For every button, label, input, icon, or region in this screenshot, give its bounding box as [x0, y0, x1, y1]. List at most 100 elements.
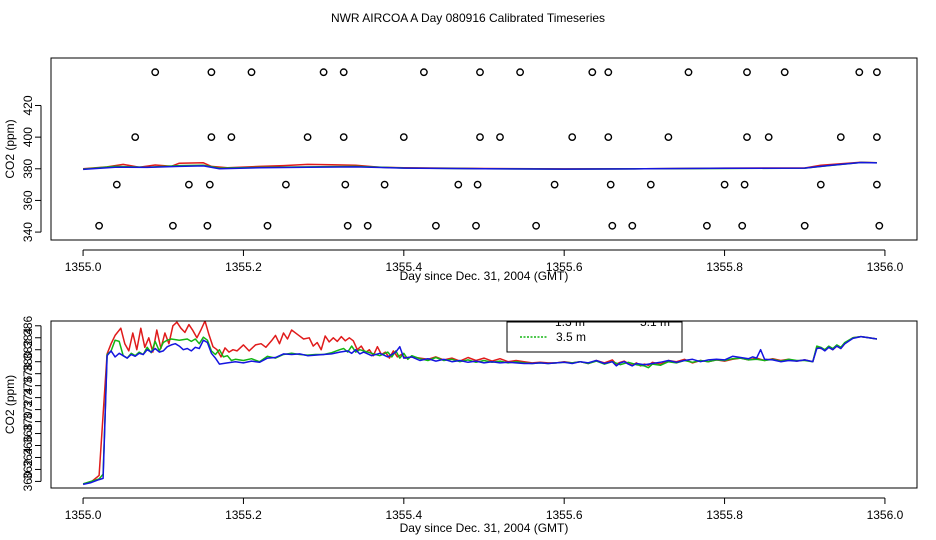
y-tick-label: 372: [21, 399, 35, 419]
x-tick-label: 1355.4: [385, 508, 422, 522]
marker-point: [516, 68, 524, 77]
marker-point: [873, 68, 881, 77]
marker-point: [205, 180, 214, 189]
x-axis-label: Day since Dec. 31, 2004 (GMT): [400, 521, 569, 535]
y-tick-label: 362: [21, 459, 35, 479]
marker-point: [95, 221, 104, 230]
marker-point: [568, 133, 577, 142]
marker-point: [646, 180, 655, 189]
x-tick-label: 1356.0: [867, 508, 904, 522]
plot-frame: [50, 57, 918, 241]
legend-box: [506, 321, 683, 353]
y-tick-label: 370: [21, 411, 35, 431]
marker-point: [454, 180, 463, 189]
y-tick-label: 366: [21, 435, 35, 455]
marker-point: [764, 133, 773, 142]
legend-label-clipped: 5.1 m: [640, 315, 670, 329]
marker-point: [664, 133, 673, 142]
marker-point: [419, 68, 428, 77]
marker-point: [319, 68, 328, 77]
figure-title: NWR AIRCOA A Day 080916 Calibrated Times…: [331, 11, 605, 25]
series-group: [82, 321, 878, 486]
marker-point: [720, 180, 729, 189]
y-tick-label: 378: [21, 363, 35, 383]
marker-point: [532, 221, 540, 230]
marker-point: [184, 180, 193, 189]
marker-point: [476, 68, 484, 77]
series-line-red: [82, 321, 878, 485]
x-tick-label: 1355.2: [225, 260, 262, 274]
marker-point: [780, 68, 789, 77]
y-tick-label: 360: [21, 471, 35, 491]
y-tick-label: 360: [21, 190, 35, 210]
marker-point: [476, 133, 484, 142]
y-tick-label: 364: [21, 447, 35, 467]
marker-point: [816, 180, 825, 189]
marker-point: [431, 221, 440, 230]
top-panel: 1355.0 1355.2 1355.4 1355.6 1355.8 1356.0 Day …: [3, 57, 918, 283]
x-tick-label: 1355.0: [65, 508, 102, 522]
legend-label-clipped: 1.3 m: [555, 315, 585, 329]
marker-point: [473, 180, 482, 189]
marker-point: [227, 133, 236, 142]
marker-point: [588, 68, 597, 77]
x-tick-label: 1355.6: [546, 260, 583, 274]
x-tick-label: 1356.0: [867, 260, 904, 274]
marker-point: [836, 133, 845, 142]
y-tick-label: 400: [21, 127, 35, 147]
marker-point: [203, 221, 212, 230]
marker-point: [743, 133, 751, 142]
marker-point: [263, 221, 272, 230]
marker-point: [339, 133, 348, 142]
marker-point: [363, 221, 372, 230]
y-tick-label: 374: [21, 387, 35, 407]
x-tick-label: 1355.8: [706, 260, 743, 274]
marker-point: [703, 221, 711, 230]
plot-frame: [50, 320, 918, 489]
series-line-blue: [82, 335, 878, 486]
y-tick-label: 380: [21, 158, 35, 178]
marker-point: [606, 180, 615, 189]
marker-point: [341, 180, 350, 189]
marker-point: [740, 180, 749, 189]
marker-point: [343, 221, 352, 230]
marker-point: [496, 133, 504, 142]
marker-point: [380, 180, 389, 189]
marker-point: [131, 133, 140, 142]
marker-point: [608, 221, 617, 230]
series-line-blue: [83, 161, 877, 171]
marker-point: [875, 221, 884, 230]
marker-point: [399, 133, 408, 142]
x-tick-label: 1355.2: [225, 508, 262, 522]
marker-point: [604, 133, 613, 142]
marker-point: [743, 68, 751, 77]
y-tick-label: 382: [21, 339, 35, 359]
legend: 1.3 m 5.1 m 3.5 m: [506, 315, 683, 353]
x-tick-label: 1355.0: [65, 260, 102, 274]
marker-point: [207, 133, 216, 142]
y-tick-label: 420: [21, 95, 35, 115]
marker-point: [339, 68, 348, 77]
marker-point: [604, 68, 613, 77]
marker-point: [738, 221, 747, 230]
marker-point: [873, 180, 881, 189]
marker-point: [628, 221, 637, 230]
marker-point: [303, 133, 312, 142]
y-axis-label: CO2 (ppm): [3, 375, 17, 434]
legend-label: 3.5 m: [556, 330, 586, 344]
marker-point: [684, 68, 693, 77]
y-axis-label: CO2 (ppm): [3, 119, 17, 178]
marker-point: [550, 180, 559, 189]
y-tick-label: 340: [21, 222, 35, 242]
y-tick-label: 386: [21, 315, 35, 335]
marker-point: [281, 180, 290, 189]
y-tick-label: 384: [21, 327, 35, 347]
series-group: [83, 161, 877, 171]
x-axis-label: Day since Dec. 31, 2004 (GMT): [400, 269, 569, 283]
marker-point: [168, 221, 177, 230]
marker-point: [112, 180, 121, 189]
marker-point: [207, 68, 216, 77]
x-tick-label: 1355.8: [706, 508, 743, 522]
marker-point: [855, 68, 864, 77]
marker-point: [472, 221, 480, 230]
